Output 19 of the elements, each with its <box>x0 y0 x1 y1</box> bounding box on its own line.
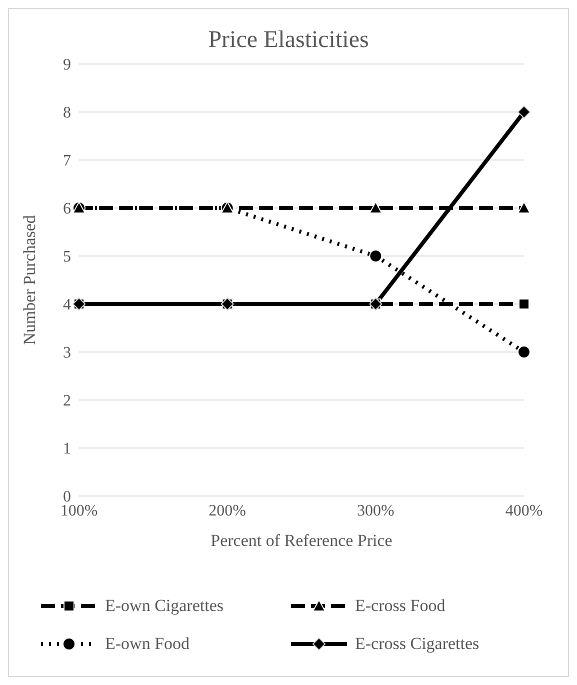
y-tick-label: 1 <box>63 440 71 458</box>
y-tick-label: 4 <box>63 296 71 314</box>
y-tick-label: 5 <box>63 248 71 266</box>
y-tick-label: 2 <box>63 392 71 410</box>
x-tick-label: 200% <box>208 502 246 520</box>
legend-label: E-cross Food <box>355 596 446 616</box>
y-axis-title: Number Purchased <box>20 214 40 345</box>
legend-label: E-cross Cigarettes <box>355 634 480 654</box>
chart-title: Price Elasticities <box>207 26 370 54</box>
y-tick-label: 3 <box>63 344 71 362</box>
x-axis-title: Percent of Reference Price <box>210 531 392 550</box>
y-tick-label: 6 <box>63 200 71 218</box>
y-tick-label: 8 <box>63 104 71 122</box>
y-tick-label: 9 <box>63 56 71 74</box>
x-tick-label: 400% <box>505 502 543 520</box>
x-tick-label: 300% <box>357 502 394 520</box>
legend-label: E-own Cigarettes <box>105 596 224 616</box>
legend-label: E-own Food <box>105 634 190 654</box>
y-tick-label: 7 <box>63 152 71 170</box>
